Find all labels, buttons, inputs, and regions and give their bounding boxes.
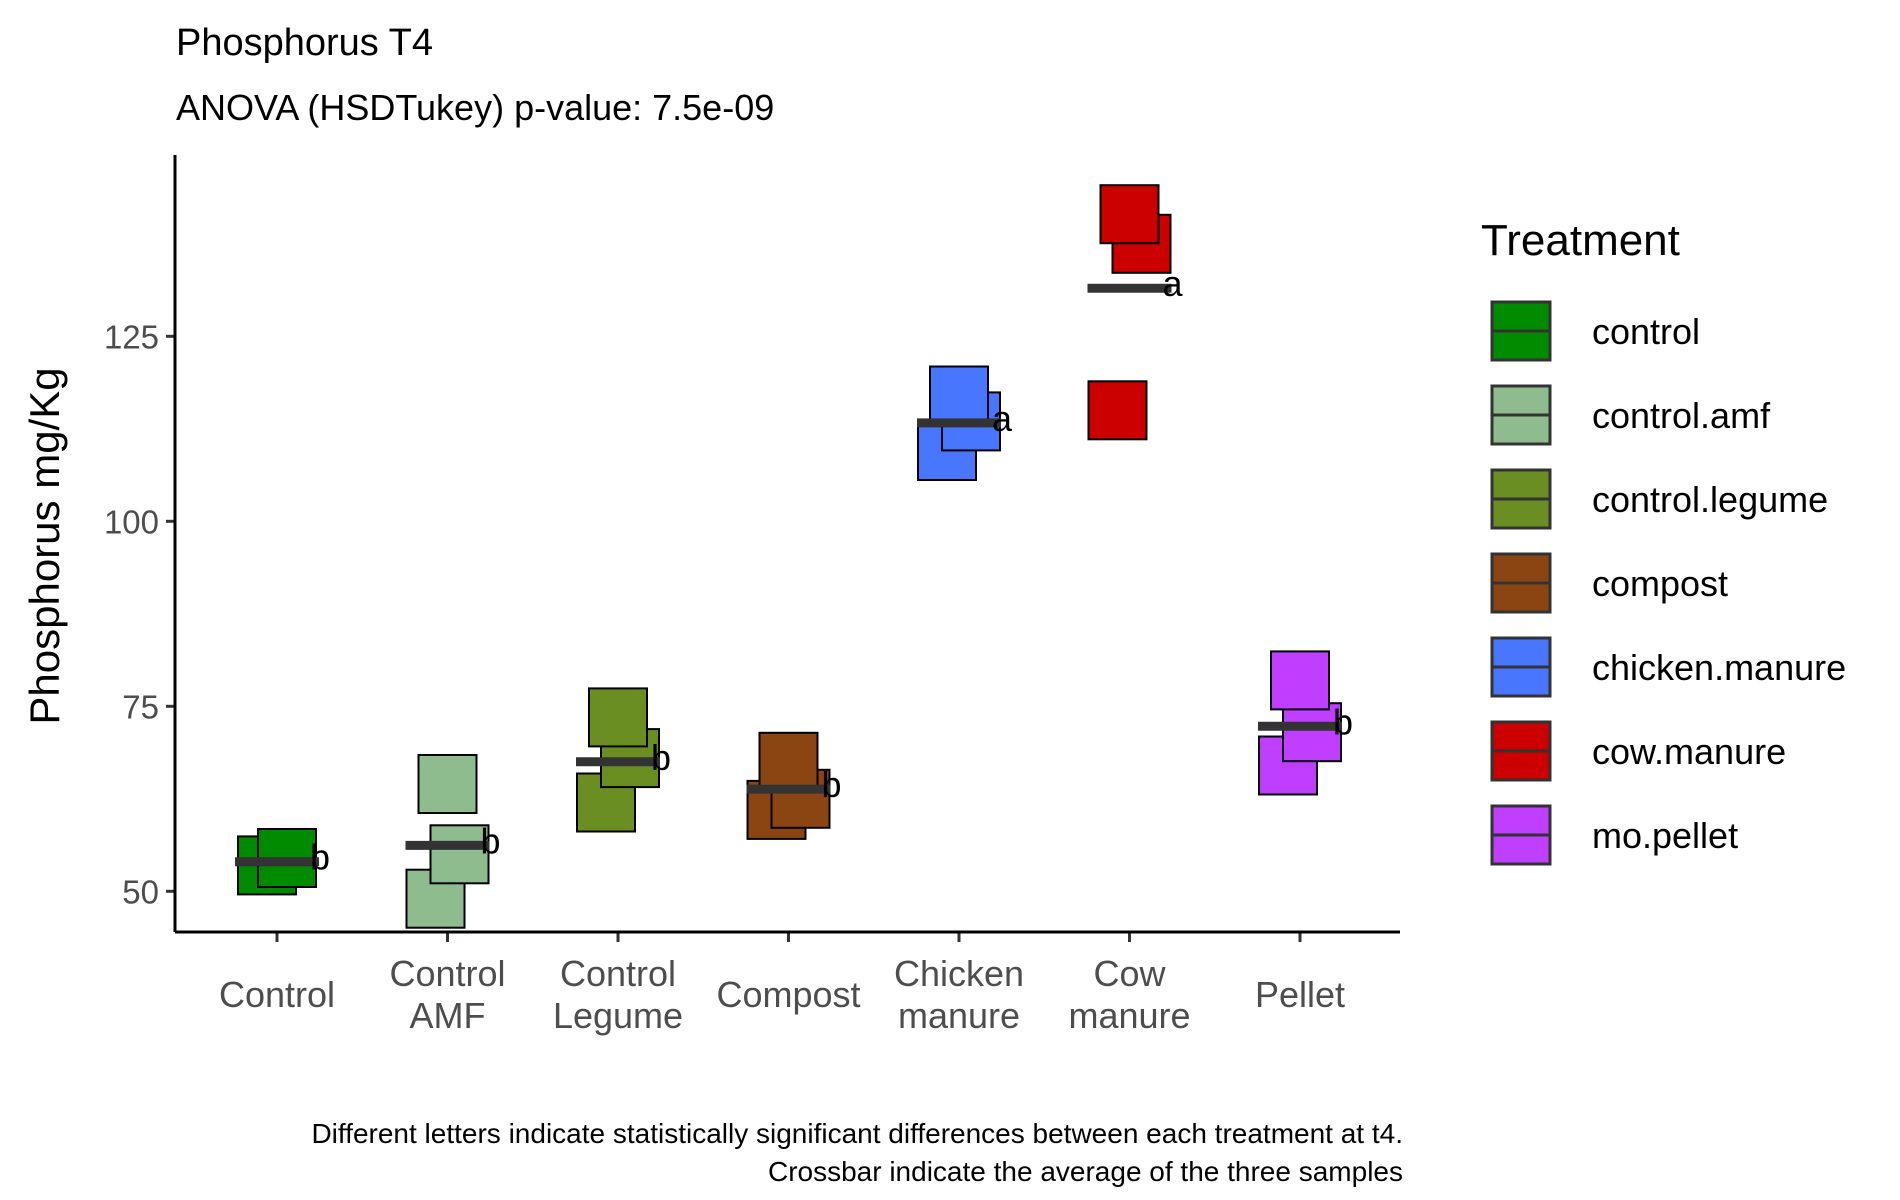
data-point-chicken.manure bbox=[929, 365, 989, 426]
legend-item-chicken.manure: chicken.manure bbox=[1490, 636, 1846, 698]
significance-letter-compost: b bbox=[822, 764, 842, 805]
legend-label-control: control bbox=[1592, 311, 1700, 352]
data-point-control.amf bbox=[417, 754, 478, 814]
x-tick-label: Chicken manure bbox=[894, 953, 1024, 1036]
y-tick-label: 50 bbox=[122, 873, 159, 910]
x-tick-label: Control Legume bbox=[553, 953, 683, 1036]
data-point-cow.manure bbox=[1099, 184, 1160, 245]
legend-label-chicken.manure: chicken.manure bbox=[1592, 647, 1846, 688]
chart-title: Phosphorus T4 bbox=[176, 22, 433, 64]
legend-label-control.amf: control.amf bbox=[1592, 395, 1771, 436]
chart-subtitle: ANOVA (HSDTukey) p-value: 7.5e-09 bbox=[176, 87, 774, 128]
legend-label-cow.manure: cow.manure bbox=[1592, 731, 1786, 772]
data-point-cow.manure bbox=[1087, 380, 1148, 441]
data-point-compost bbox=[758, 731, 819, 792]
x-tick-label: Pellet bbox=[1255, 974, 1345, 1015]
caption-line-2: Crossbar indicate the average of the thr… bbox=[768, 1156, 1403, 1187]
legend-item-cow.manure: cow.manure bbox=[1490, 720, 1786, 782]
data-point-mo.pellet bbox=[1270, 650, 1330, 711]
significance-letter-control.legume: b bbox=[651, 737, 671, 778]
significance-letter-mo.pellet: b bbox=[1333, 701, 1353, 742]
legend-item-compost: compost bbox=[1490, 552, 1728, 614]
y-tick-label: 75 bbox=[122, 688, 159, 725]
significance-letter-control: b bbox=[310, 837, 330, 878]
legend-label-control.legume: control.legume bbox=[1592, 479, 1828, 520]
x-axis-ticks: Control Control AMF Control Legume Compost Chi… bbox=[219, 932, 1345, 1036]
data-point-control.amf bbox=[429, 824, 490, 885]
legend-item-mo.pellet: mo.pellet bbox=[1490, 804, 1738, 866]
significance-letter-control.amf: b bbox=[481, 820, 501, 861]
y-tick-label: 100 bbox=[104, 503, 159, 540]
y-axis-label: Phosphorus mg/Kg bbox=[21, 367, 68, 724]
x-tick-label: Control bbox=[219, 974, 335, 1015]
data-point-control.legume bbox=[588, 687, 648, 748]
x-tick-label: Control AMF bbox=[389, 953, 505, 1036]
data-point-mo.pellet bbox=[1282, 702, 1342, 763]
legend-label-mo.pellet: mo.pellet bbox=[1592, 815, 1738, 856]
y-axis-ticks: 50 75 100 125 bbox=[104, 318, 175, 910]
caption: Different letters indicate statistically… bbox=[311, 1118, 1403, 1187]
legend-item-control.amf: control.amf bbox=[1490, 384, 1771, 446]
caption-line-1: Different letters indicate statistically… bbox=[311, 1118, 1403, 1149]
mean-crossbars bbox=[235, 283, 1342, 867]
significance-letter-cow.manure: a bbox=[1163, 263, 1184, 304]
legend-item-control.legume: control.legume bbox=[1490, 468, 1828, 530]
significance-letters: b b b b a a b bbox=[310, 263, 1353, 878]
plot-area: 50 75 100 125 Control Control AMF Control Legum… bbox=[104, 155, 1400, 1036]
x-tick-label: Cow manure bbox=[1068, 953, 1190, 1036]
x-tick-label: Compost bbox=[716, 974, 860, 1015]
y-tick-label: 125 bbox=[104, 318, 159, 355]
legend-item-control: control bbox=[1490, 300, 1700, 362]
legend-title: Treatment bbox=[1481, 216, 1680, 265]
legend-label-compost: compost bbox=[1592, 563, 1728, 604]
legend: Treatment control control.amf control.legu… bbox=[1481, 216, 1846, 866]
significance-letter-chicken.manure: a bbox=[992, 398, 1013, 439]
